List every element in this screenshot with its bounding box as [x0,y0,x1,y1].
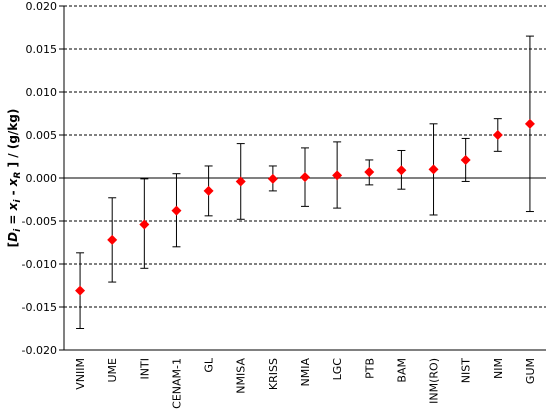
x-tick-label: GUM [524,358,537,384]
data-point [107,234,118,245]
x-tick-label: NIST [460,358,473,383]
y-tick-label: -0.020 [22,344,57,357]
y-tick-label: 0.020 [26,0,58,13]
x-tick-label: NMIA [299,358,312,387]
error-bars [76,35,534,329]
data-point [396,165,407,176]
data-point [203,185,214,196]
y-tick-label: -0.010 [22,258,57,271]
data-point [235,176,246,187]
x-tick-label: GL [203,357,216,373]
x-tick-label: BAM [395,358,408,383]
y-tick-labels: 0.020 0.015 0.010 0.005 0.000 -0.005 -0.010 -0.… [22,0,57,357]
data-point [300,172,310,183]
data-point [524,118,535,129]
data-points [75,118,535,296]
data-point [460,154,471,165]
x-tick-label: INM(RO) [428,358,441,404]
data-point [267,173,278,184]
data-point [428,164,439,175]
x-tick-label: NMISA [235,358,248,394]
data-point [171,205,182,216]
x-tick-label: LGC [331,358,344,381]
y-tick-label: 0.015 [26,43,58,56]
data-point [332,170,343,181]
y-tick-label: 0.000 [26,172,58,185]
data-point [492,130,503,140]
x-tick-label: KRISS [267,358,280,390]
x-tick-label: INTI [138,358,151,379]
x-tick-label: NIM [492,358,505,379]
x-tick-label: PTB [363,358,376,379]
x-tick-label: UME [106,358,119,383]
y-tick-label: -0.005 [22,215,57,228]
data-point [75,285,86,296]
data-point [139,219,150,230]
x-tick-labels: VNIIM UME INTI CENAM-1 GL NMISA KRISS NMIA LGC PT… [74,357,537,409]
x-tick-label: CENAM-1 [170,358,183,409]
y-tick-label: 0.010 [26,86,58,99]
x-tick-label: VNIIM [74,358,87,390]
y-tick-label: -0.015 [22,301,57,314]
y-axis-label: [Di = xi - xR ] / (g/kg) [6,109,23,248]
data-point [364,166,375,177]
y-tick-label: 0.005 [26,129,58,142]
